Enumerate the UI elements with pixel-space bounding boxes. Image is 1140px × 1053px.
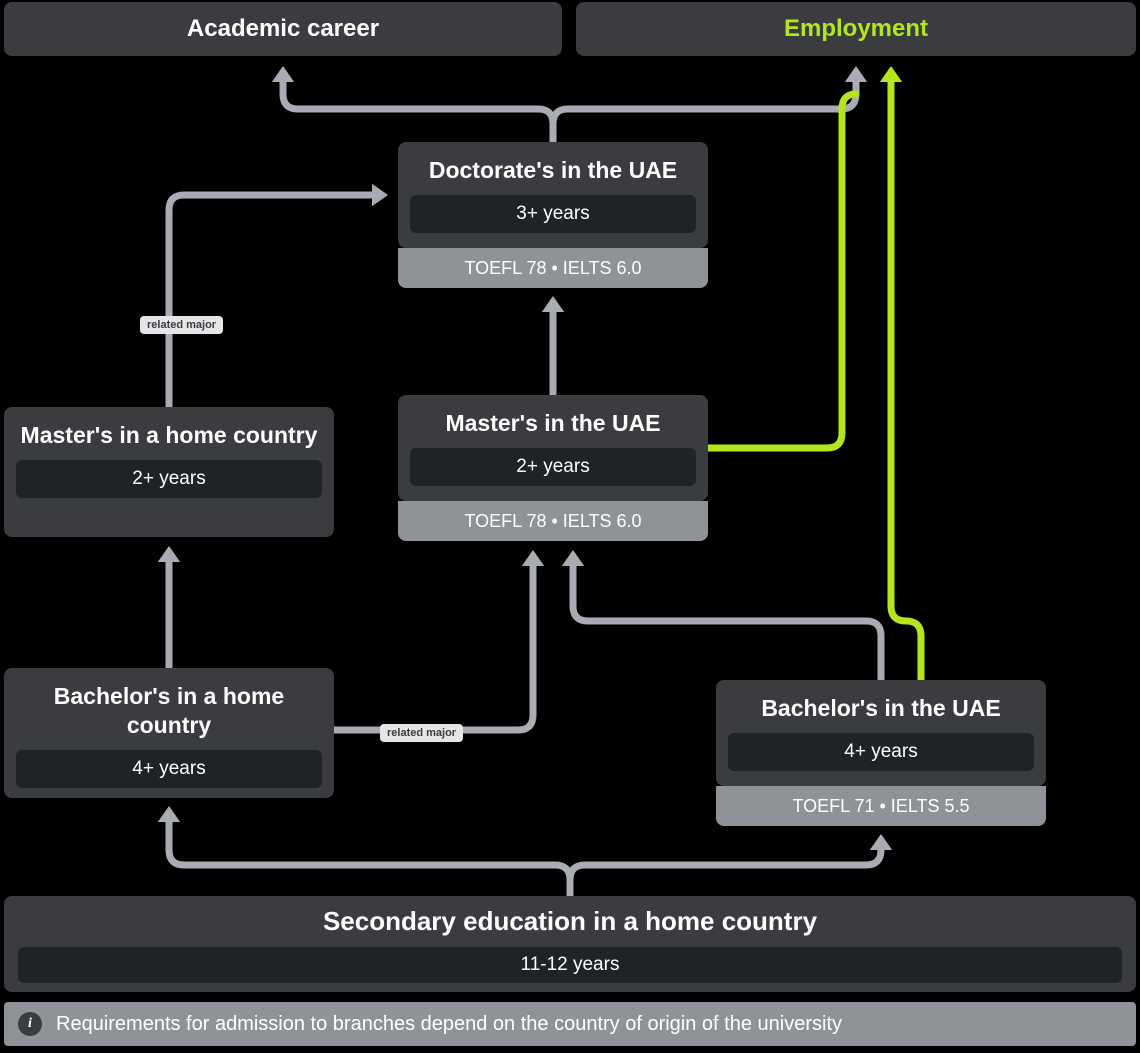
arrowhead bbox=[522, 550, 544, 566]
node-duration: 4+ years bbox=[16, 750, 322, 788]
edge-mast_home_to_doctorate bbox=[169, 195, 382, 407]
node-title: Secondary education in a home country bbox=[18, 906, 1122, 937]
node-label: Academic career bbox=[187, 15, 379, 43]
node-bachelor-uae: Bachelor's in the UAE 4+ years bbox=[716, 680, 1046, 786]
edge-bach_uae_to_mast_uae bbox=[573, 556, 881, 680]
node-title: Doctorate's in the UAE bbox=[414, 156, 692, 185]
node-secondary-education: Secondary education in a home country 11… bbox=[4, 896, 1136, 992]
node-bachelor-home: Bachelor's in a home country 4+ years bbox=[4, 668, 334, 798]
diagram-canvas: Academic career Employment Doctorate's i… bbox=[0, 0, 1140, 1053]
node-masters-uae: Master's in the UAE 2+ years bbox=[398, 395, 708, 501]
footer-text: Requirements for admission to branches d… bbox=[56, 1013, 842, 1036]
arrowhead bbox=[562, 550, 584, 566]
node-duration: 2+ years bbox=[410, 448, 696, 486]
node-academic-career: Academic career bbox=[4, 2, 562, 56]
node-requirement: TOEFL 78 • IELTS 6.0 bbox=[398, 501, 708, 541]
arrowhead bbox=[158, 546, 180, 562]
edge-bach_uae_to_employment bbox=[891, 72, 921, 680]
node-employment: Employment bbox=[576, 2, 1136, 56]
node-requirement: TOEFL 78 • IELTS 6.0 bbox=[398, 248, 708, 288]
node-title: Bachelor's in the UAE bbox=[732, 694, 1030, 723]
node-title: Bachelor's in a home country bbox=[20, 682, 318, 740]
arrowhead bbox=[158, 806, 180, 822]
node-label: Employment bbox=[784, 15, 928, 43]
edge-doct_to_top_split_right bbox=[553, 72, 856, 124]
node-masters-home: Master's in a home country 2+ years bbox=[4, 407, 334, 537]
node-duration: 4+ years bbox=[728, 733, 1034, 771]
arrowhead bbox=[845, 66, 867, 82]
node-duration: 2+ years bbox=[16, 460, 322, 498]
edge-label-related-major: related major bbox=[380, 724, 463, 742]
edge-doct_to_top_split bbox=[283, 72, 553, 142]
edge-secondary_split_right bbox=[570, 840, 881, 880]
arrowhead bbox=[272, 66, 294, 82]
arrowhead bbox=[870, 834, 892, 850]
edge-secondary_split bbox=[169, 812, 570, 896]
edge-mast_uae_to_employment bbox=[708, 94, 856, 448]
info-icon: i bbox=[18, 1012, 42, 1036]
footer-note: i Requirements for admission to branches… bbox=[4, 1002, 1136, 1046]
edge-bach_home_to_mast_uae bbox=[334, 556, 533, 730]
node-duration: 11-12 years bbox=[18, 947, 1122, 983]
edge-label-related-major: related major bbox=[140, 316, 223, 334]
node-duration: 3+ years bbox=[410, 195, 696, 233]
node-title: Master's in a home country bbox=[20, 421, 318, 450]
node-doctorate-uae: Doctorate's in the UAE 3+ years bbox=[398, 142, 708, 248]
node-title: Master's in the UAE bbox=[414, 409, 692, 438]
arrowhead bbox=[542, 296, 564, 312]
node-requirement: TOEFL 71 • IELTS 5.5 bbox=[716, 786, 1046, 826]
arrowhead bbox=[372, 184, 388, 206]
arrowhead bbox=[880, 66, 902, 82]
